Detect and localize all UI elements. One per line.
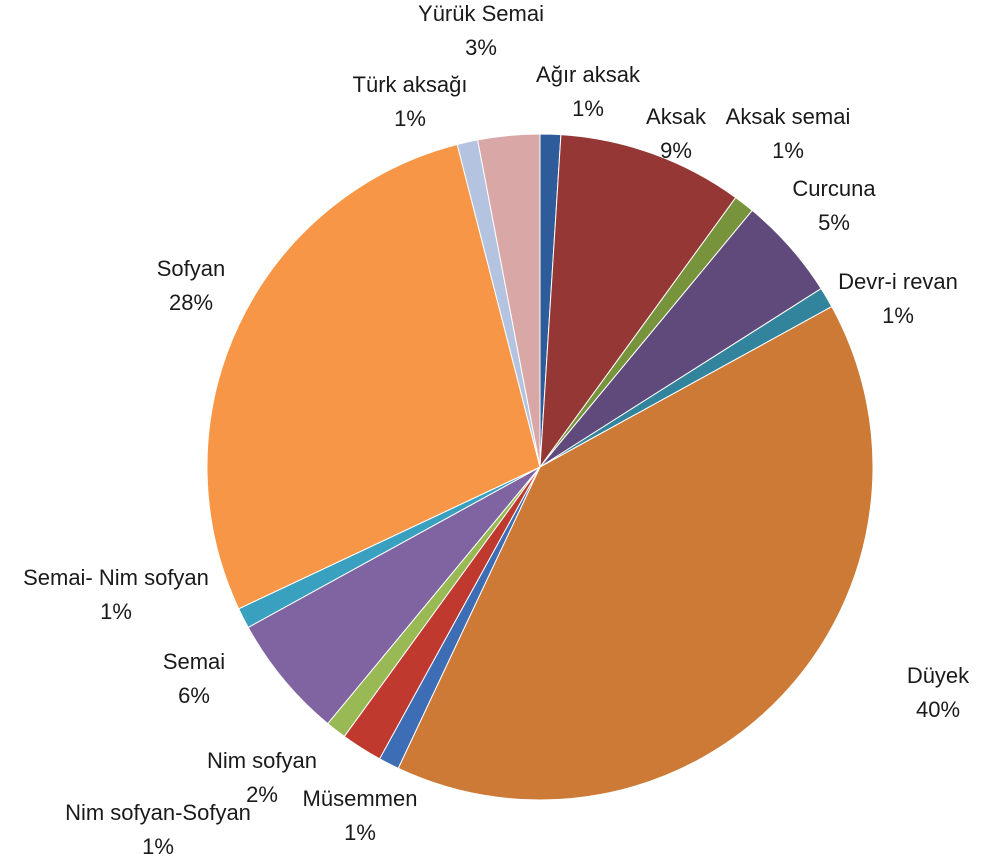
pie-slice-y-r-k-semai bbox=[477, 133, 541, 468]
slice-label-percent: 5% bbox=[818, 210, 850, 235]
slice-label-name: Sofyan bbox=[157, 256, 226, 281]
slice-label-percent: 1% bbox=[142, 834, 174, 859]
slice-label-name: Yürük Semai bbox=[418, 1, 544, 26]
slice-label: Semai 6% bbox=[163, 649, 225, 708]
slice-label-name: Türk aksağı bbox=[353, 72, 468, 97]
slice-label: Müsemmen 1% bbox=[303, 786, 418, 845]
slice-label-percent: 1% bbox=[100, 599, 132, 624]
slice-label-percent: 1% bbox=[344, 820, 376, 845]
pie-slice-semai bbox=[247, 466, 541, 725]
slice-label: Devr-i revan 1% bbox=[838, 269, 958, 328]
slice-label-name: Curcuna bbox=[792, 176, 876, 201]
slice-label-percent: 40% bbox=[916, 697, 960, 722]
slice-label-percent: 9% bbox=[660, 138, 692, 163]
slice-label: Türk aksağı 1% bbox=[353, 72, 468, 131]
slice-label-percent: 3% bbox=[465, 35, 497, 60]
slice-label-percent: 1% bbox=[572, 96, 604, 121]
slice-label-name: Aksak bbox=[646, 104, 707, 129]
pie-labels: Ağır aksak 1% Aksak 9% Aksak semai 1% Curcuna 5… bbox=[23, 1, 970, 859]
slice-label: Semai- Nim sofyan 1% bbox=[23, 565, 209, 624]
slice-label-percent: 28% bbox=[169, 290, 213, 315]
slice-label-name: Nim sofyan bbox=[207, 748, 317, 773]
pie-slice-d-yek bbox=[397, 305, 874, 801]
slice-label-name: Ağır aksak bbox=[536, 62, 641, 87]
slice-label-percent: 6% bbox=[178, 683, 210, 708]
slice-label-percent: 1% bbox=[772, 138, 804, 163]
slice-label: Sofyan 28% bbox=[157, 256, 226, 315]
slice-label-name: Nim sofyan-Sofyan bbox=[65, 800, 251, 825]
slice-label-percent: 2% bbox=[246, 782, 278, 807]
slice-label-percent: 1% bbox=[882, 303, 914, 328]
slice-label: Yürük Semai 3% bbox=[418, 1, 544, 60]
pie-slice-aksak bbox=[539, 134, 737, 469]
slice-label: Nim sofyan 2% bbox=[207, 748, 317, 807]
slice-label: Ağır aksak 1% bbox=[536, 62, 641, 121]
pie-slice-sofyan bbox=[206, 143, 541, 610]
slice-label-name: Aksak semai bbox=[726, 104, 851, 129]
slice-label: Nim sofyan-Sofyan 1% bbox=[65, 800, 251, 859]
slice-label-percent: 1% bbox=[394, 106, 426, 131]
pie-slices bbox=[206, 133, 874, 801]
slice-label-name: Semai bbox=[163, 649, 225, 674]
slice-label: Aksak 9% bbox=[646, 104, 707, 163]
slice-label: Düyek 40% bbox=[907, 663, 970, 722]
slice-label-name: Devr-i revan bbox=[838, 269, 958, 294]
slice-label: Curcuna 5% bbox=[792, 176, 876, 235]
slice-label-name: Müsemmen bbox=[303, 786, 418, 811]
slice-label: Aksak semai 1% bbox=[726, 104, 851, 163]
slice-label-name: Semai- Nim sofyan bbox=[23, 565, 209, 590]
slice-label-name: Düyek bbox=[907, 663, 970, 688]
